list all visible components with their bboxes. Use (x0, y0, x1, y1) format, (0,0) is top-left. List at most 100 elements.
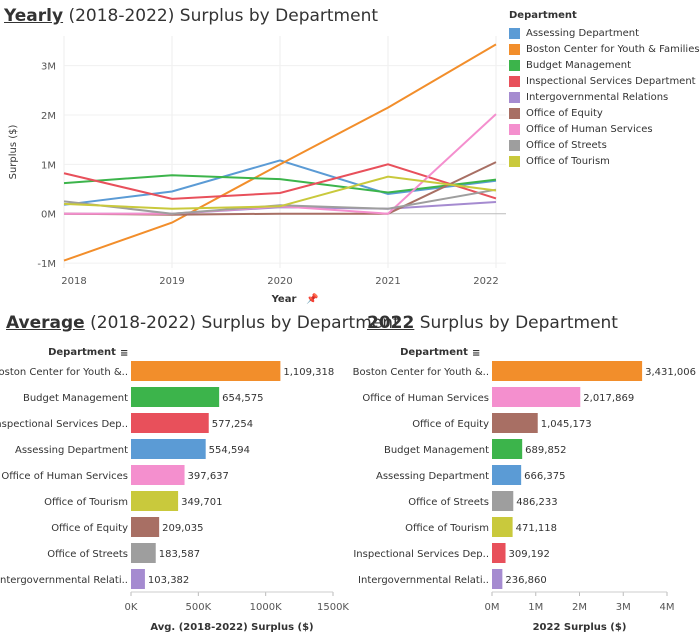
y2022-category-label: Inspectional Services Dep.. (353, 549, 489, 560)
line-series (63, 43, 497, 262)
avg-value-label: 654,575 (222, 393, 263, 404)
legend-item[interactable]: Assessing Department (509, 25, 700, 41)
y2022-category-label: Assessing Department (376, 471, 489, 482)
y2022-bar (492, 387, 581, 407)
legend-swatch (509, 75, 520, 87)
y2022-category-label: Office of Equity (412, 419, 489, 430)
y2022-value-label: 486,233 (516, 497, 557, 508)
y2022-x-axis-label: 2022 Surplus ($) (533, 622, 627, 633)
average-title-bold: Average (6, 313, 85, 333)
avg-category-label: Office of Human Services (1, 471, 128, 482)
line-x-tick-label: 2020 (267, 276, 292, 287)
avg-value-label: 554,594 (209, 445, 250, 456)
y2022-bar (492, 465, 522, 485)
y2022-header: Department (400, 347, 468, 358)
legend-item[interactable]: Office of Human Services (509, 121, 700, 137)
avg-bar (131, 543, 156, 563)
legend-item[interactable]: Office of Equity (509, 105, 700, 121)
legend-swatch (509, 155, 520, 167)
y2022-bar (492, 517, 513, 537)
legend-item[interactable]: Office of Tourism (509, 153, 700, 169)
avg-value-label: 577,254 (212, 419, 253, 430)
avg-x-axis-label: Avg. (2018-2022) Surplus ($) (150, 622, 313, 633)
legend-swatch (509, 107, 520, 119)
avg-category-label: Boston Center for Youth &.. (0, 367, 128, 378)
avg-category-label: Budget Management (23, 393, 128, 404)
legend-item[interactable]: Boston Center for Youth & Families (509, 41, 700, 57)
yearly-title-bold: Yearly (4, 6, 64, 26)
y2022-bar (492, 361, 643, 381)
line-x-axis-label: Year (271, 294, 297, 305)
line-x-tick-label: 2018 (61, 276, 86, 287)
y2022-bar (492, 413, 538, 433)
y2022-category-label: Office of Streets (408, 497, 489, 508)
legend-label: Office of Streets (526, 139, 607, 151)
line-y-axis-label: Surplus ($) (8, 125, 19, 180)
legend-item[interactable]: Office of Streets (509, 137, 700, 153)
y2022-value-label: 236,860 (505, 575, 546, 586)
avg-x-tick-label: 0K (125, 602, 138, 613)
legend-item[interactable]: Inspectional Services Department (509, 73, 700, 89)
avg-bar (131, 491, 179, 511)
y2022-category-label: Boston Center for Youth &.. (353, 367, 489, 378)
y2022-title-rest: Surplus by Department (414, 313, 618, 333)
y2022-value-label: 2,017,869 (583, 393, 634, 404)
line-series (63, 175, 497, 210)
y2022-bar (492, 439, 523, 459)
avg-x-tick-label: 1500K (317, 602, 349, 613)
legend-label: Intergovernmental Relations (526, 91, 669, 103)
legend-item[interactable]: Intergovernmental Relations (509, 89, 700, 105)
avg-category-label: Assessing Department (15, 445, 128, 456)
y2022-title-bold: 2022 (367, 313, 415, 333)
avg-value-label: 209,035 (162, 523, 203, 534)
avg-bar (131, 569, 145, 589)
line-y-tick-label: 0M (41, 210, 56, 221)
legend-label: Boston Center for Youth & Families (526, 43, 700, 55)
legend-label: Office of Human Services (526, 123, 653, 135)
legend-label: Budget Management (526, 59, 632, 71)
y2022-x-tick-label: 0M (485, 602, 500, 613)
avg-bar (131, 413, 209, 433)
y2022-category-label: Budget Management (384, 445, 489, 456)
y2022-x-tick-label: 3M (616, 602, 631, 613)
legend-title: Department (509, 10, 577, 21)
y2022-x-tick-label: 4M (660, 602, 675, 613)
average-chart-title: Average (2018-2022) Surplus by Departmen… (6, 313, 400, 333)
avg-value-label: 1,109,318 (283, 367, 334, 378)
legend-label: Office of Tourism (526, 155, 610, 167)
avg-category-label: Intergovernmental Relati.. (0, 575, 128, 586)
line-series (63, 159, 497, 206)
avg-value-label: 397,637 (188, 471, 229, 482)
legend-label: Office of Equity (526, 107, 603, 119)
avg-bar (131, 439, 206, 459)
avg-category-label: Inspectional Services Dep.. (0, 419, 128, 430)
y2022-category-label: Office of Tourism (405, 523, 489, 534)
avg-category-label: Office of Equity (51, 523, 128, 534)
y2022-bar (492, 569, 503, 589)
line-x-tick-label: 2019 (159, 276, 184, 287)
avg-x-tick-label: 500K (186, 602, 212, 613)
yearly-chart-title: Yearly (2018-2022) Surplus by Department (4, 6, 378, 26)
y2022-category-label: Office of Human Services (362, 393, 489, 404)
avg-value-label: 183,587 (159, 549, 200, 560)
y2022-value-label: 1,045,173 (541, 419, 592, 430)
avg-x-tick-label: 1000K (250, 602, 282, 613)
y2022-value-label: 666,375 (524, 471, 565, 482)
avg-value-label: 103,382 (148, 575, 189, 586)
avg-category-label: Office of Streets (47, 549, 128, 560)
y2022-chart-title: 2022 Surplus by Department (367, 313, 618, 333)
pin-icon: 📌 (306, 292, 319, 305)
legend: Department Assessing Department Boston Ce… (509, 10, 700, 169)
legend-swatch (509, 91, 520, 103)
line-x-tick-label: 2021 (375, 276, 400, 287)
legend-item[interactable]: Budget Management (509, 57, 700, 73)
line-series (63, 174, 497, 194)
y2022-x-tick-label: 1M (528, 602, 543, 613)
y2022-category-label: Intergovernmental Relati.. (358, 575, 489, 586)
y2022-bar (492, 543, 506, 563)
line-series (63, 163, 497, 200)
y2022-value-label: 309,192 (509, 549, 550, 560)
y2022-value-label: 471,118 (516, 523, 557, 534)
avg-header: Department (48, 347, 116, 358)
